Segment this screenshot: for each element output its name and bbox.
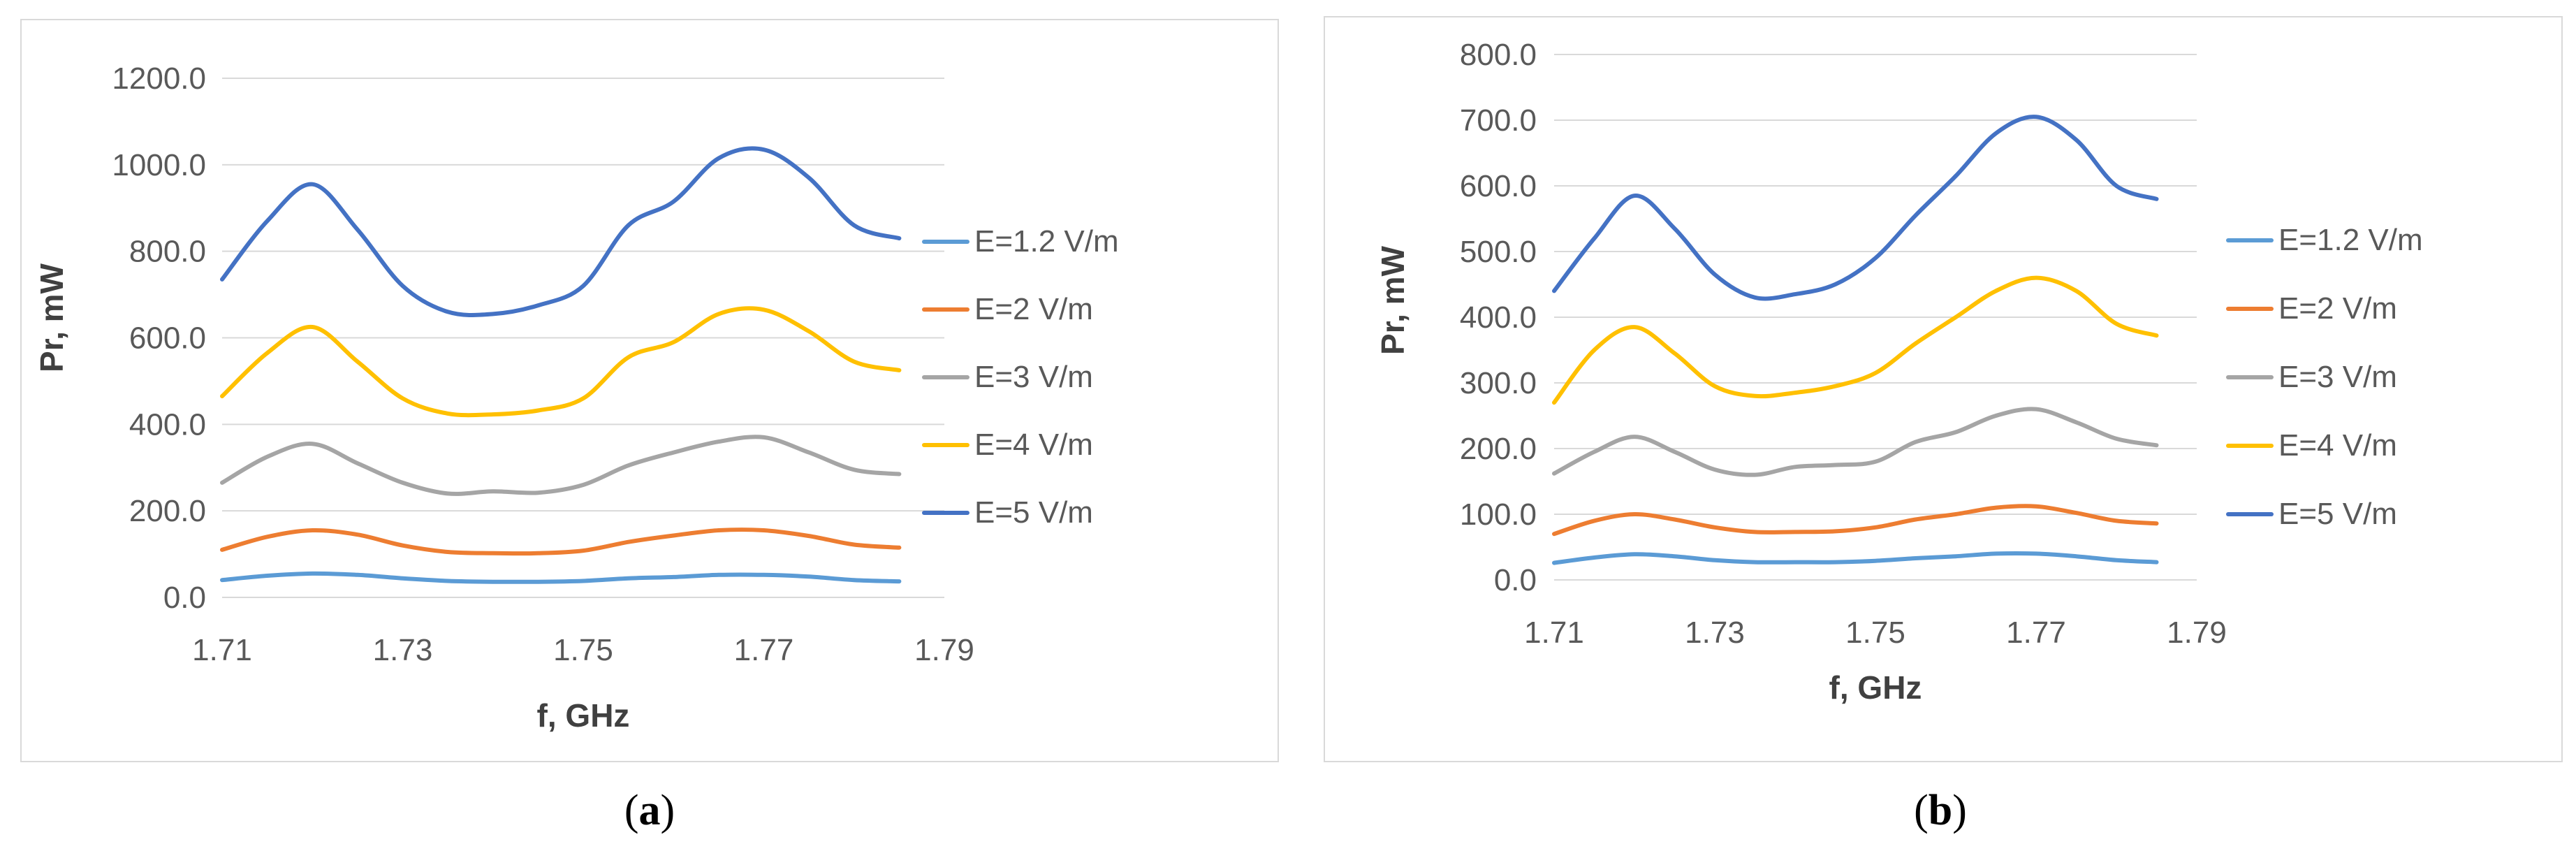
- x-tick-label-b-4: 1.79: [2167, 616, 2227, 650]
- legend-label-b-2: E=3 V/m: [2278, 360, 2397, 394]
- legend-label-b-3: E=4 V/m: [2278, 428, 2397, 463]
- x-tick-label-a-2: 1.75: [553, 633, 613, 667]
- y-tick-label-b-3: 300.0: [1460, 366, 1537, 400]
- legend-label-b-4: E=5 V/m: [2278, 497, 2397, 531]
- series-line-b-1: [1552, 504, 2159, 537]
- series-line-a-1: [220, 528, 902, 556]
- y-tick-label-b-7: 700.0: [1460, 103, 1537, 138]
- x-ticks-a: 1.71 1.73 1.75 1.77 1.79: [192, 633, 974, 667]
- x-ticks-b: 1.71 1.73 1.75 1.77 1.79: [1524, 616, 2227, 650]
- legend-label-a-3: E=4 V/m: [974, 428, 1093, 462]
- y-tick-label-b-5: 500.0: [1460, 235, 1537, 269]
- series-line-b-4: [1552, 115, 2159, 301]
- legend-label-a-4: E=5 V/m: [974, 495, 1093, 530]
- series-line-b-3: [1552, 275, 2159, 405]
- y-axis-title-a: Pr, mW: [34, 263, 70, 372]
- y-tick-label-a-4: 800.0: [129, 235, 206, 269]
- legend-a: E=1.2 V/m E=2 V/m E=3 V/m E=4 V/m E=5 V/m: [922, 224, 1119, 530]
- caption-a: (a): [624, 787, 675, 834]
- series-line-a-2: [220, 435, 902, 496]
- y-ticks-a: 0.0 200.0 400.0 600.0 800.0 1000.0 1200.0: [112, 61, 206, 615]
- y-tick-label-b-2: 200.0: [1460, 432, 1537, 466]
- series-b: [1552, 115, 2159, 565]
- legend-label-b-0: E=1.2 V/m: [2278, 223, 2423, 257]
- grid-b: [1554, 54, 2197, 581]
- x-tick-label-a-3: 1.77: [734, 633, 794, 667]
- caption-b: (b): [1914, 787, 1967, 834]
- x-tick-label-a-0: 1.71: [192, 633, 252, 667]
- legend-label-b-1: E=2 V/m: [2278, 291, 2397, 326]
- chart-panel-a: 0.0 200.0 400.0 600.0 800.0 1000.0 1200.0 1.71…: [20, 19, 1279, 762]
- y-tick-label-a-1: 200.0: [129, 494, 206, 528]
- y-tick-label-a-6: 1200.0: [112, 61, 206, 96]
- x-axis-title-a: f, GHz: [537, 697, 630, 734]
- series-line-a-4: [220, 146, 902, 318]
- y-tick-label-b-0: 0.0: [1494, 563, 1537, 597]
- y-tick-label-b-8: 800.0: [1460, 38, 1537, 72]
- x-tick-label-a-4: 1.79: [914, 633, 974, 667]
- x-axis-title-b: f, GHz: [1829, 669, 1922, 706]
- grid-a: [222, 78, 944, 598]
- chart-panel-b: 0.0 100.0 200.0 300.0 400.0 500.0 600.0 700.0 80…: [1324, 16, 2563, 762]
- series-line-b-0: [1552, 551, 2159, 565]
- x-tick-label-b-3: 1.77: [2006, 616, 2066, 650]
- x-tick-label-b-0: 1.71: [1524, 616, 1584, 650]
- y-tick-label-b-1: 100.0: [1460, 497, 1537, 532]
- x-tick-label-b-1: 1.73: [1685, 616, 1745, 650]
- y-tick-label-b-4: 400.0: [1460, 300, 1537, 335]
- x-tick-label-b-2: 1.75: [1845, 616, 1905, 650]
- y-axis-title-b: Pr, mW: [1375, 245, 1411, 355]
- y-ticks-b: 0.0 100.0 200.0 300.0 400.0 500.0 600.0 700.0 80…: [1460, 38, 1537, 597]
- x-tick-label-a-1: 1.73: [373, 633, 433, 667]
- legend-label-a-0: E=1.2 V/m: [974, 224, 1119, 259]
- series-line-b-2: [1552, 407, 2159, 477]
- legend-b: E=1.2 V/m E=2 V/m E=3 V/m E=4 V/m E=5 V/m: [2226, 223, 2423, 531]
- series-line-a-0: [220, 571, 902, 584]
- y-tick-label-a-3: 600.0: [129, 321, 206, 356]
- y-tick-label-a-2: 400.0: [129, 407, 206, 442]
- y-tick-label-a-5: 1000.0: [112, 148, 206, 182]
- legend-label-a-1: E=2 V/m: [974, 292, 1093, 326]
- y-tick-label-a-0: 0.0: [163, 581, 206, 615]
- series-a: [220, 146, 902, 584]
- chart-frame-b: [1324, 16, 2563, 762]
- series-line-a-3: [220, 306, 902, 418]
- y-tick-label-b-6: 600.0: [1460, 169, 1537, 203]
- legend-label-a-2: E=3 V/m: [974, 360, 1093, 394]
